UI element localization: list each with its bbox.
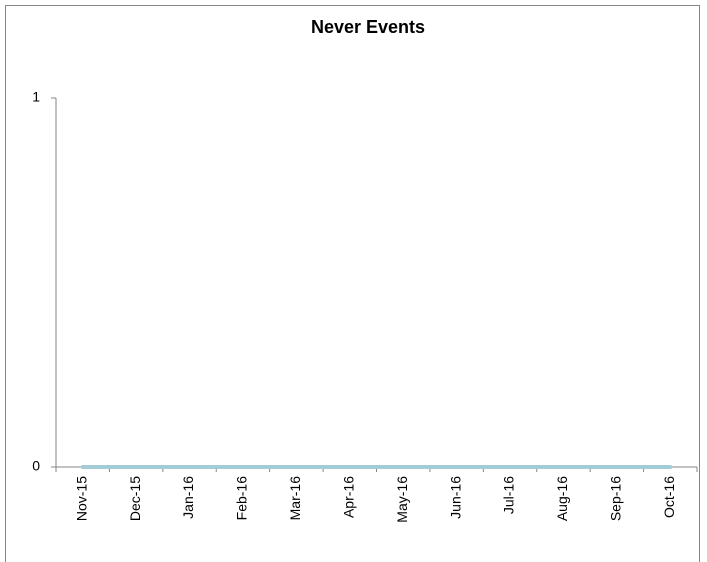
x-tick-label: Oct-16	[661, 476, 677, 518]
x-tick-label: Dec-15	[127, 476, 143, 521]
x-tick-label: Aug-16	[554, 476, 570, 521]
x-tick-label: Feb-16	[234, 476, 250, 521]
chart-title: Never Events	[311, 17, 425, 37]
x-tick-label: Apr-16	[340, 476, 356, 518]
y-tick-label: 1	[32, 89, 40, 105]
y-tick-label: 0	[32, 458, 40, 474]
x-tick-label: Nov-15	[73, 476, 89, 521]
x-tick-label: Jul-16	[501, 476, 517, 514]
x-tick-label: Mar-16	[287, 476, 303, 521]
x-tick-label: Sep-16	[608, 476, 624, 521]
x-tick-label: Jan-16	[180, 476, 196, 519]
x-tick-label: Jun-16	[447, 476, 463, 519]
x-tick-label: May-16	[394, 476, 410, 523]
chart-border	[5, 5, 700, 562]
